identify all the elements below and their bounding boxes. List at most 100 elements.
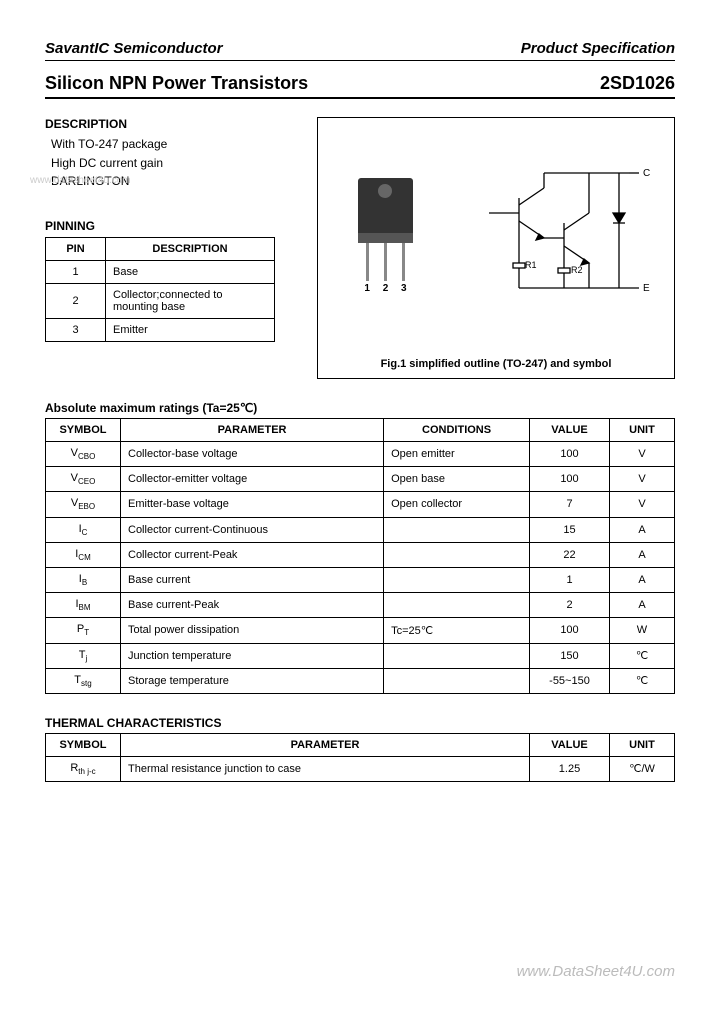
cond-cell: Open base xyxy=(384,467,530,492)
unit-cell: V xyxy=(610,467,675,492)
description-heading: DESCRIPTION xyxy=(45,117,305,131)
unit-cell: W xyxy=(610,618,675,643)
table-row: TstgStorage temperature -55~150℃ xyxy=(46,668,675,693)
unit-cell: V xyxy=(610,492,675,517)
col-pin: PIN xyxy=(46,237,106,260)
figure-caption: Fig.1 simplified outline (TO-247) and sy… xyxy=(318,358,674,370)
table-row: ICCollector current-Continuous 15A xyxy=(46,517,675,542)
value-cell: -55~150 xyxy=(530,668,610,693)
page-header: SavantIC Semiconductor Product Specifica… xyxy=(45,40,675,57)
table-row: Rth j-cThermal resistance junction to ca… xyxy=(46,756,675,781)
param-cell: Collector-emitter voltage xyxy=(121,467,384,492)
cond-cell xyxy=(384,517,530,542)
symbol-cell: Tj xyxy=(46,643,121,668)
unit-cell: ℃ xyxy=(610,643,675,668)
unit-cell: A xyxy=(610,542,675,567)
table-row: IBMBase current-Peak 2A xyxy=(46,593,675,618)
value-cell: 150 xyxy=(530,643,610,668)
symbol-cell: PT xyxy=(46,618,121,643)
symbol-cell: VCEO xyxy=(46,467,121,492)
symbol-cell: IBM xyxy=(46,593,121,618)
doc-type: Product Specification xyxy=(521,40,675,57)
unit-cell: A xyxy=(610,567,675,592)
table-row: 1Base xyxy=(46,260,275,283)
symbol-cell: ICM xyxy=(46,542,121,567)
watermark-small: www.datasheet4u.com xyxy=(30,175,131,186)
unit-cell: A xyxy=(610,517,675,542)
description-column: DESCRIPTION With TO-247 package High DC … xyxy=(45,117,305,379)
value-cell: 1 xyxy=(530,567,610,592)
param-cell: Collector current-Peak xyxy=(121,542,384,567)
param-cell: Total power dissipation xyxy=(121,618,384,643)
figure-box: 1 2 3 xyxy=(317,117,675,379)
param-cell: Collector-base voltage xyxy=(121,442,384,467)
company-name: SavantIC Semiconductor xyxy=(45,40,223,57)
value-cell: 100 xyxy=(530,442,610,467)
table-row: VEBOEmitter-base voltageOpen collector7V xyxy=(46,492,675,517)
symbol-cell: Rth j-c xyxy=(46,756,121,781)
value-cell: 15 xyxy=(530,517,610,542)
footer-watermark: www.DataSheet4U.com xyxy=(517,963,675,980)
cond-cell xyxy=(384,593,530,618)
table-row: PTTotal power dissipationTc=25℃100W xyxy=(46,618,675,643)
datasheet-page: www.datasheet4u.com SavantIC Semiconduct… xyxy=(0,0,720,1012)
svg-text:R1: R1 xyxy=(525,260,537,270)
unit-cell: ℃ xyxy=(610,668,675,693)
darlington-symbol-icon: B C E R1 R2 xyxy=(489,168,654,313)
upper-section: DESCRIPTION With TO-247 package High DC … xyxy=(45,117,675,379)
table-row: IBBase current 1A xyxy=(46,567,675,592)
title-rule xyxy=(45,97,675,99)
table-header-row: PIN DESCRIPTION xyxy=(46,237,275,260)
product-family: Silicon NPN Power Transistors xyxy=(45,73,308,94)
unit-cell: A xyxy=(610,593,675,618)
value-cell: 100 xyxy=(530,467,610,492)
symbol-cell: VCBO xyxy=(46,442,121,467)
table-row: VCBOCollector-base voltageOpen emitter10… xyxy=(46,442,675,467)
param-cell: Emitter-base voltage xyxy=(121,492,384,517)
symbol-cell: VEBO xyxy=(46,492,121,517)
value-cell: 1.25 xyxy=(530,756,610,781)
table-header-row: SYMBOL PARAMETER VALUE UNIT xyxy=(46,733,675,756)
cond-cell xyxy=(384,567,530,592)
value-cell: 100 xyxy=(530,618,610,643)
cond-cell xyxy=(384,668,530,693)
table-header-row: SYMBOL PARAMETER CONDITIONS VALUE UNIT xyxy=(46,419,675,442)
cond-cell xyxy=(384,643,530,668)
col-desc: DESCRIPTION xyxy=(106,237,275,260)
thermal-heading: THERMAL CHARACTERISTICS xyxy=(45,716,675,730)
symbol-cell: IC xyxy=(46,517,121,542)
table-row: VCEOCollector-emitter voltageOpen base10… xyxy=(46,467,675,492)
title-row: Silicon NPN Power Transistors 2SD1026 xyxy=(45,73,675,94)
param-cell: Base current xyxy=(121,567,384,592)
table-row: 3Emitter xyxy=(46,318,275,341)
table-row: TjJunction temperature150℃ xyxy=(46,643,675,668)
symbol-cell: IB xyxy=(46,567,121,592)
svg-text:R2: R2 xyxy=(571,265,583,275)
thermal-table: SYMBOL PARAMETER VALUE UNIT Rth j-cTherm… xyxy=(45,733,675,782)
package-outline-icon: 1 2 3 xyxy=(358,178,413,294)
header-rule xyxy=(45,60,675,61)
param-cell: Collector current-Continuous xyxy=(121,517,384,542)
table-row: 2Collector;connected to mounting base xyxy=(46,283,275,318)
cond-cell: Tc=25℃ xyxy=(384,618,530,643)
svg-text:C: C xyxy=(643,168,650,179)
table-row: ICMCollector current-Peak 22A xyxy=(46,542,675,567)
pinning-heading: PINNING xyxy=(45,219,305,233)
cond-cell xyxy=(384,542,530,567)
cond-cell: Open emitter xyxy=(384,442,530,467)
param-cell: Thermal resistance junction to case xyxy=(121,756,530,781)
cond-cell: Open collector xyxy=(384,492,530,517)
unit-cell: V xyxy=(610,442,675,467)
unit-cell: ℃/W xyxy=(610,756,675,781)
param-cell: Base current-Peak xyxy=(121,593,384,618)
value-cell: 2 xyxy=(530,593,610,618)
abs-max-table: SYMBOL PARAMETER CONDITIONS VALUE UNIT V… xyxy=(45,418,675,694)
param-cell: Storage temperature xyxy=(121,668,384,693)
value-cell: 22 xyxy=(530,542,610,567)
description-item: With TO-247 package xyxy=(45,135,305,154)
part-number: 2SD1026 xyxy=(600,73,675,94)
symbol-cell: Tstg xyxy=(46,668,121,693)
abs-max-heading: Absolute maximum ratings (Ta=25℃) xyxy=(45,401,675,415)
pinning-table: PIN DESCRIPTION 1Base 2Collector;connect… xyxy=(45,237,275,342)
description-item: High DC current gain xyxy=(45,154,305,173)
